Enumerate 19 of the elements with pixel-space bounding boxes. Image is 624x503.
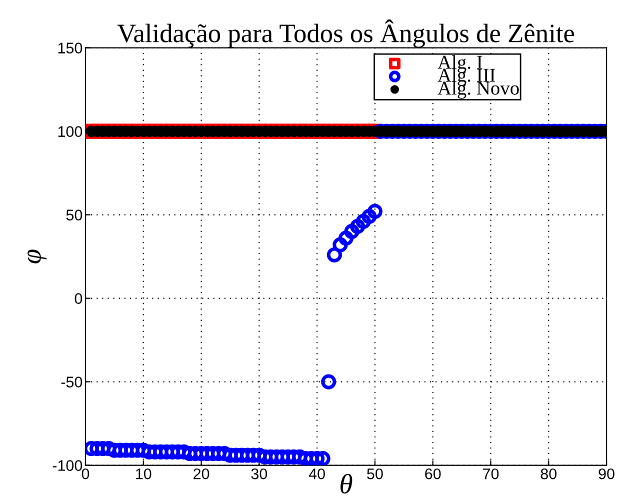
x-tick-label: 30 (251, 468, 268, 480)
x-tick-label: 40 (308, 468, 325, 480)
x-tick-label: 0 (82, 468, 90, 480)
x-tick-label: 70 (483, 468, 499, 480)
y-tick-label: -100 (52, 460, 82, 471)
x-tick-label: 80 (540, 468, 557, 480)
x-tick-label: 20 (194, 468, 210, 480)
y-tick-label: -50 (61, 376, 82, 388)
x-tick-label: 50 (367, 468, 383, 480)
x-tick-label: 10 (136, 468, 152, 480)
x-tick-label: 60 (425, 468, 441, 480)
x-axis-title: θ (340, 474, 352, 494)
y-tick-label: 100 (58, 126, 82, 137)
y-axis-title: φ (28, 250, 47, 264)
y-tick-label: 50 (66, 210, 82, 220)
chart-title: Validação para Todos os Ângulos de Zênite (117, 20, 574, 48)
y-tick-label: 0 (74, 293, 82, 304)
y-tick-label: 150 (58, 42, 82, 54)
x-tick-label: 90 (598, 468, 614, 480)
